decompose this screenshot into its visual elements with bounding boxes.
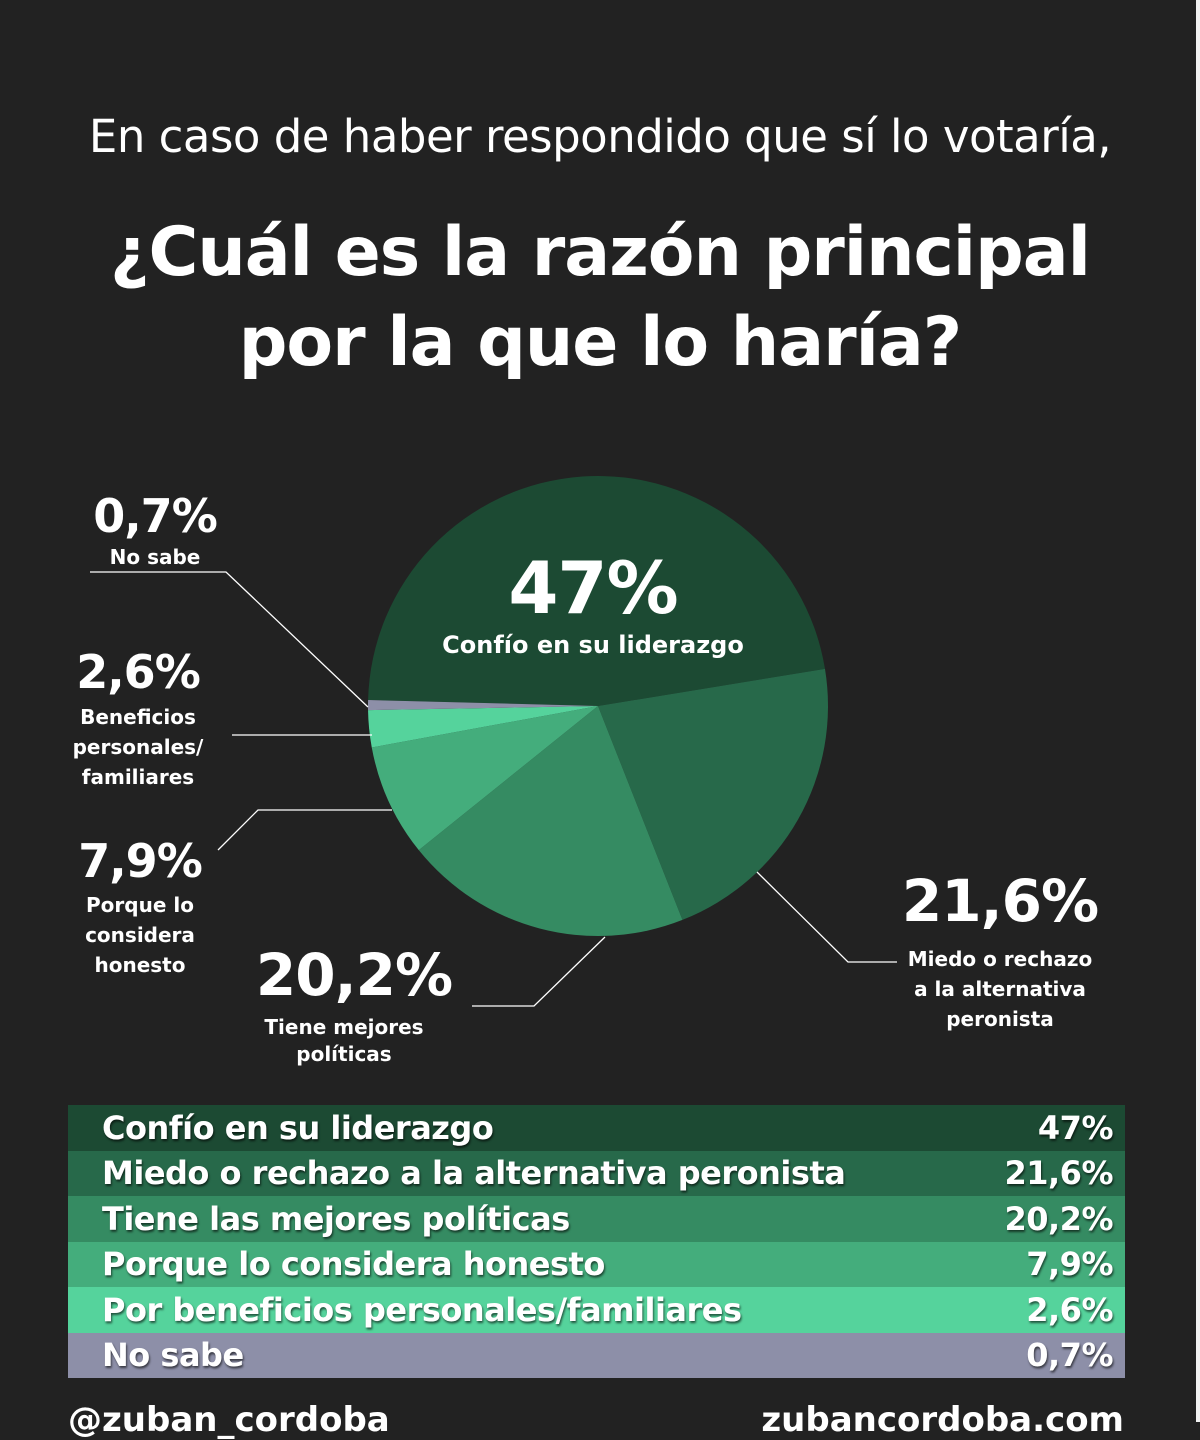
leader-line-no-sabe [90, 571, 369, 708]
table-row-value: 2,6% [1026, 1290, 1113, 1329]
slice-label-no-sabe: 0,7% No sabe [75, 490, 235, 572]
table-row: No sabe 0,7% [68, 1332, 1125, 1378]
slice-desc-mejores-1: Tiene mejores [264, 1015, 424, 1039]
slice-desc-honesto-3: honesto [94, 953, 186, 977]
slice-desc-rechazo-1: Miedo o rechazo [907, 947, 1093, 971]
pie-slice-rechazo [598, 668, 828, 920]
footer-website[interactable]: zubancordoba.com [761, 1400, 1124, 1440]
table-row: Tiene las mejores políticas 20,2% [68, 1196, 1125, 1242]
footer-handle[interactable]: @zuban_cordoba [68, 1400, 390, 1440]
table-row-name: Porque lo considera honesto [102, 1245, 605, 1284]
table-row-value: 21,6% [1004, 1154, 1113, 1193]
table-row-value: 20,2% [1004, 1199, 1113, 1238]
slice-desc-beneficios-3: familiares [81, 765, 195, 789]
table-row-name: Miedo o rechazo a la alternativa peronis… [102, 1154, 846, 1193]
slice-pct-beneficios: 2,6% [76, 645, 201, 699]
slice-pct-no-sabe: 0,7% [93, 489, 218, 543]
table-row-value: 7,9% [1026, 1245, 1113, 1284]
table-row-name: Tiene las mejores políticas [102, 1199, 570, 1238]
pie-chart [90, 476, 897, 1007]
slice-desc-honesto-1: Porque lo [86, 893, 194, 917]
table-row-value: 47% [1037, 1108, 1114, 1147]
slice-pct-mejores: 20,2% [255, 941, 453, 1009]
table-row-value: 0,7% [1026, 1336, 1113, 1375]
slice-desc-honesto-2: considera [85, 923, 195, 947]
leader-line-honesto [217, 809, 392, 851]
slice-label-beneficios: 2,6% Beneficios personales/ familiares [58, 644, 218, 792]
slice-pct-honesto: 7,9% [78, 834, 203, 888]
table-row-name: Confío en su liderazgo [102, 1108, 494, 1147]
table-row-name: No sabe [102, 1336, 244, 1375]
pie-slice-confio [368, 476, 825, 706]
title-line-2: por la que lo haría? [238, 303, 963, 382]
leader-line-rechazo [756, 871, 897, 963]
pie-slice-no-sabe [367, 699, 598, 711]
page-title: ¿Cuál es la razón principal por la que l… [0, 208, 1200, 388]
slice-desc-rechazo-3: peronista [946, 1007, 1054, 1031]
table-row: Confío en su liderazgo 47% [68, 1105, 1125, 1151]
subtitle: En caso de haber respondido que sí lo vo… [88, 110, 1112, 163]
pie-slice-mejores [418, 706, 683, 936]
slice-pct-confio: 47% [508, 546, 678, 630]
table-row: Porque lo considera honesto 7,9% [68, 1241, 1125, 1287]
pie-slice-beneficios [368, 706, 598, 748]
slice-desc-beneficios-1: Beneficios [80, 705, 196, 729]
slice-label-confio: 47% Confío en su liderazgo [378, 548, 808, 662]
pie-slice-honesto [371, 706, 598, 851]
summary-table: Confío en su liderazgo 47% Miedo o recha… [68, 1105, 1125, 1378]
slice-desc-beneficios-2: personales/ [72, 735, 204, 759]
table-row: Por beneficios personales/familiares 2,6… [68, 1287, 1125, 1333]
slice-desc-no-sabe: No sabe [109, 545, 201, 569]
slice-label-honesto: 7,9% Porque lo considera honesto [60, 832, 220, 980]
slice-desc-mejores-2: políticas [296, 1042, 392, 1066]
title-line-1: ¿Cuál es la razón principal [110, 213, 1091, 292]
slice-desc-rechazo-2: a la alternativa [914, 977, 1086, 1001]
table-row-name: Por beneficios personales/familiares [102, 1290, 742, 1329]
slice-label-rechazo: 21,6% Miedo o rechazo a la alternativa p… [880, 866, 1120, 1034]
table-row: Miedo o rechazo a la alternativa peronis… [68, 1150, 1125, 1196]
slice-pct-rechazo: 21,6% [901, 867, 1099, 935]
slice-label-mejores: 20,2% Tiene mejores políticas [244, 940, 464, 1068]
leader-line-mejores [472, 936, 606, 1007]
right-border [1196, 0, 1200, 1422]
slice-desc-confio: Confío en su liderazgo [442, 631, 744, 659]
